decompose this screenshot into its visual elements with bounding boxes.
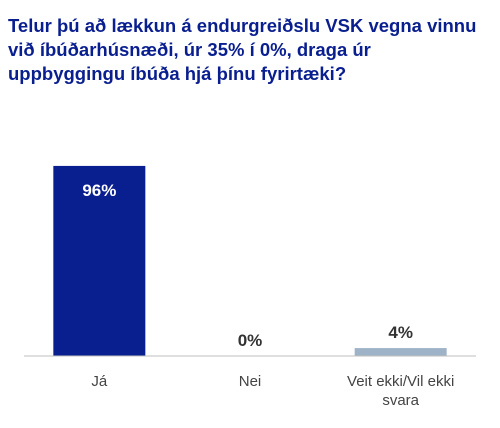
category-label-veit-ekki-vil-ekki-svara: Veit ekki/Vil ekki svara: [347, 373, 454, 409]
category-label-line: Nei: [239, 373, 262, 390]
bar-veit-ekki-vil-ekki-svara: [354, 348, 447, 356]
chart-title: Telur þú að lækkun á endurgreiðslu VSK v…: [8, 15, 477, 84]
category-label-line: Já: [91, 373, 108, 390]
category-label-line: svara: [382, 392, 419, 409]
category-label-nei: Nei: [239, 373, 262, 390]
category-label-já: Já: [91, 373, 108, 390]
data-label-já: 96%: [82, 181, 116, 200]
data-label-nei: 0%: [238, 331, 263, 350]
category-label-line: Veit ekki/Vil ekki: [347, 373, 454, 390]
bar-já: [53, 165, 146, 356]
data-label-veit-ekki-vil-ekki-svara: 4%: [388, 323, 413, 342]
